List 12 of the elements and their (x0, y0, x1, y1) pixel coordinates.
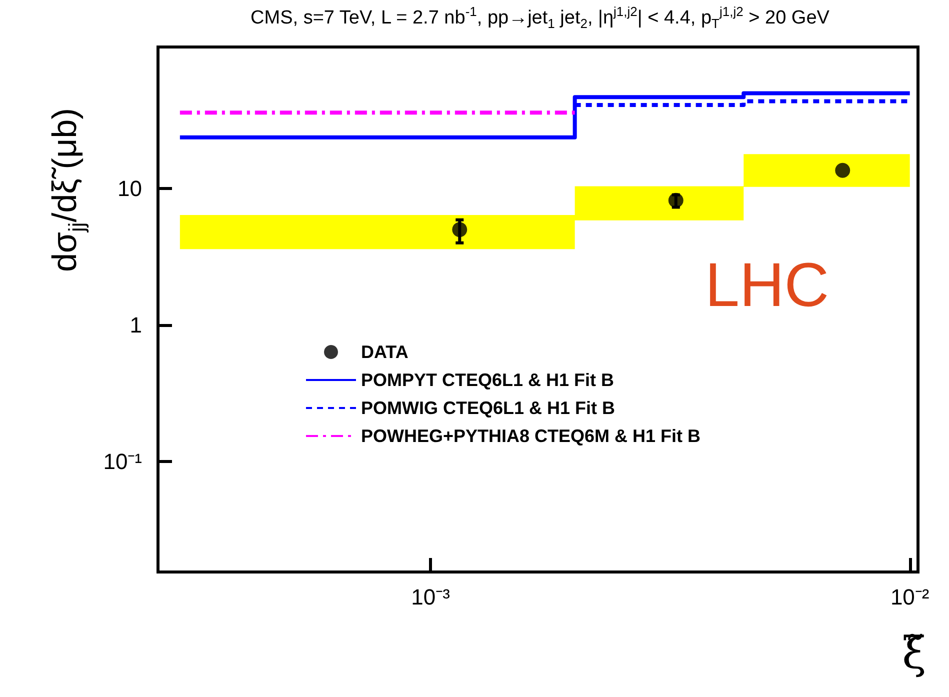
legend-label: POMWIG CTEQ6L1 & H1 Fit B (361, 398, 616, 418)
y-tick-label: 1 (130, 312, 142, 338)
x-tick-label: 10⁻² (890, 584, 930, 610)
legend-label: DATA (361, 342, 408, 362)
chart-title: CMS, s=7 TeV, L = 2.7 nb$^{-1}$, pp→jet$_{1}$ jet$_{2}$, |η$^{j1,j2}$| < 4.4, p$_{T}$$^{j1,j2}$ > 20 GeV (250, 4, 830, 32)
annotation: LHC (705, 250, 830, 321)
x-tick-label: 10⁻³ (411, 584, 450, 610)
y-tick-label: 10 (118, 176, 142, 202)
legend-label: POMPYT CTEQ6L1 & H1 Fit B (361, 370, 614, 390)
x-axis-title: ξ̃ (902, 628, 926, 679)
y-tick-label: 10⁻¹ (103, 449, 142, 474)
legend-label: POWHEG+PYTHIA8 CTEQ6M & H1 Fit B (361, 426, 701, 446)
